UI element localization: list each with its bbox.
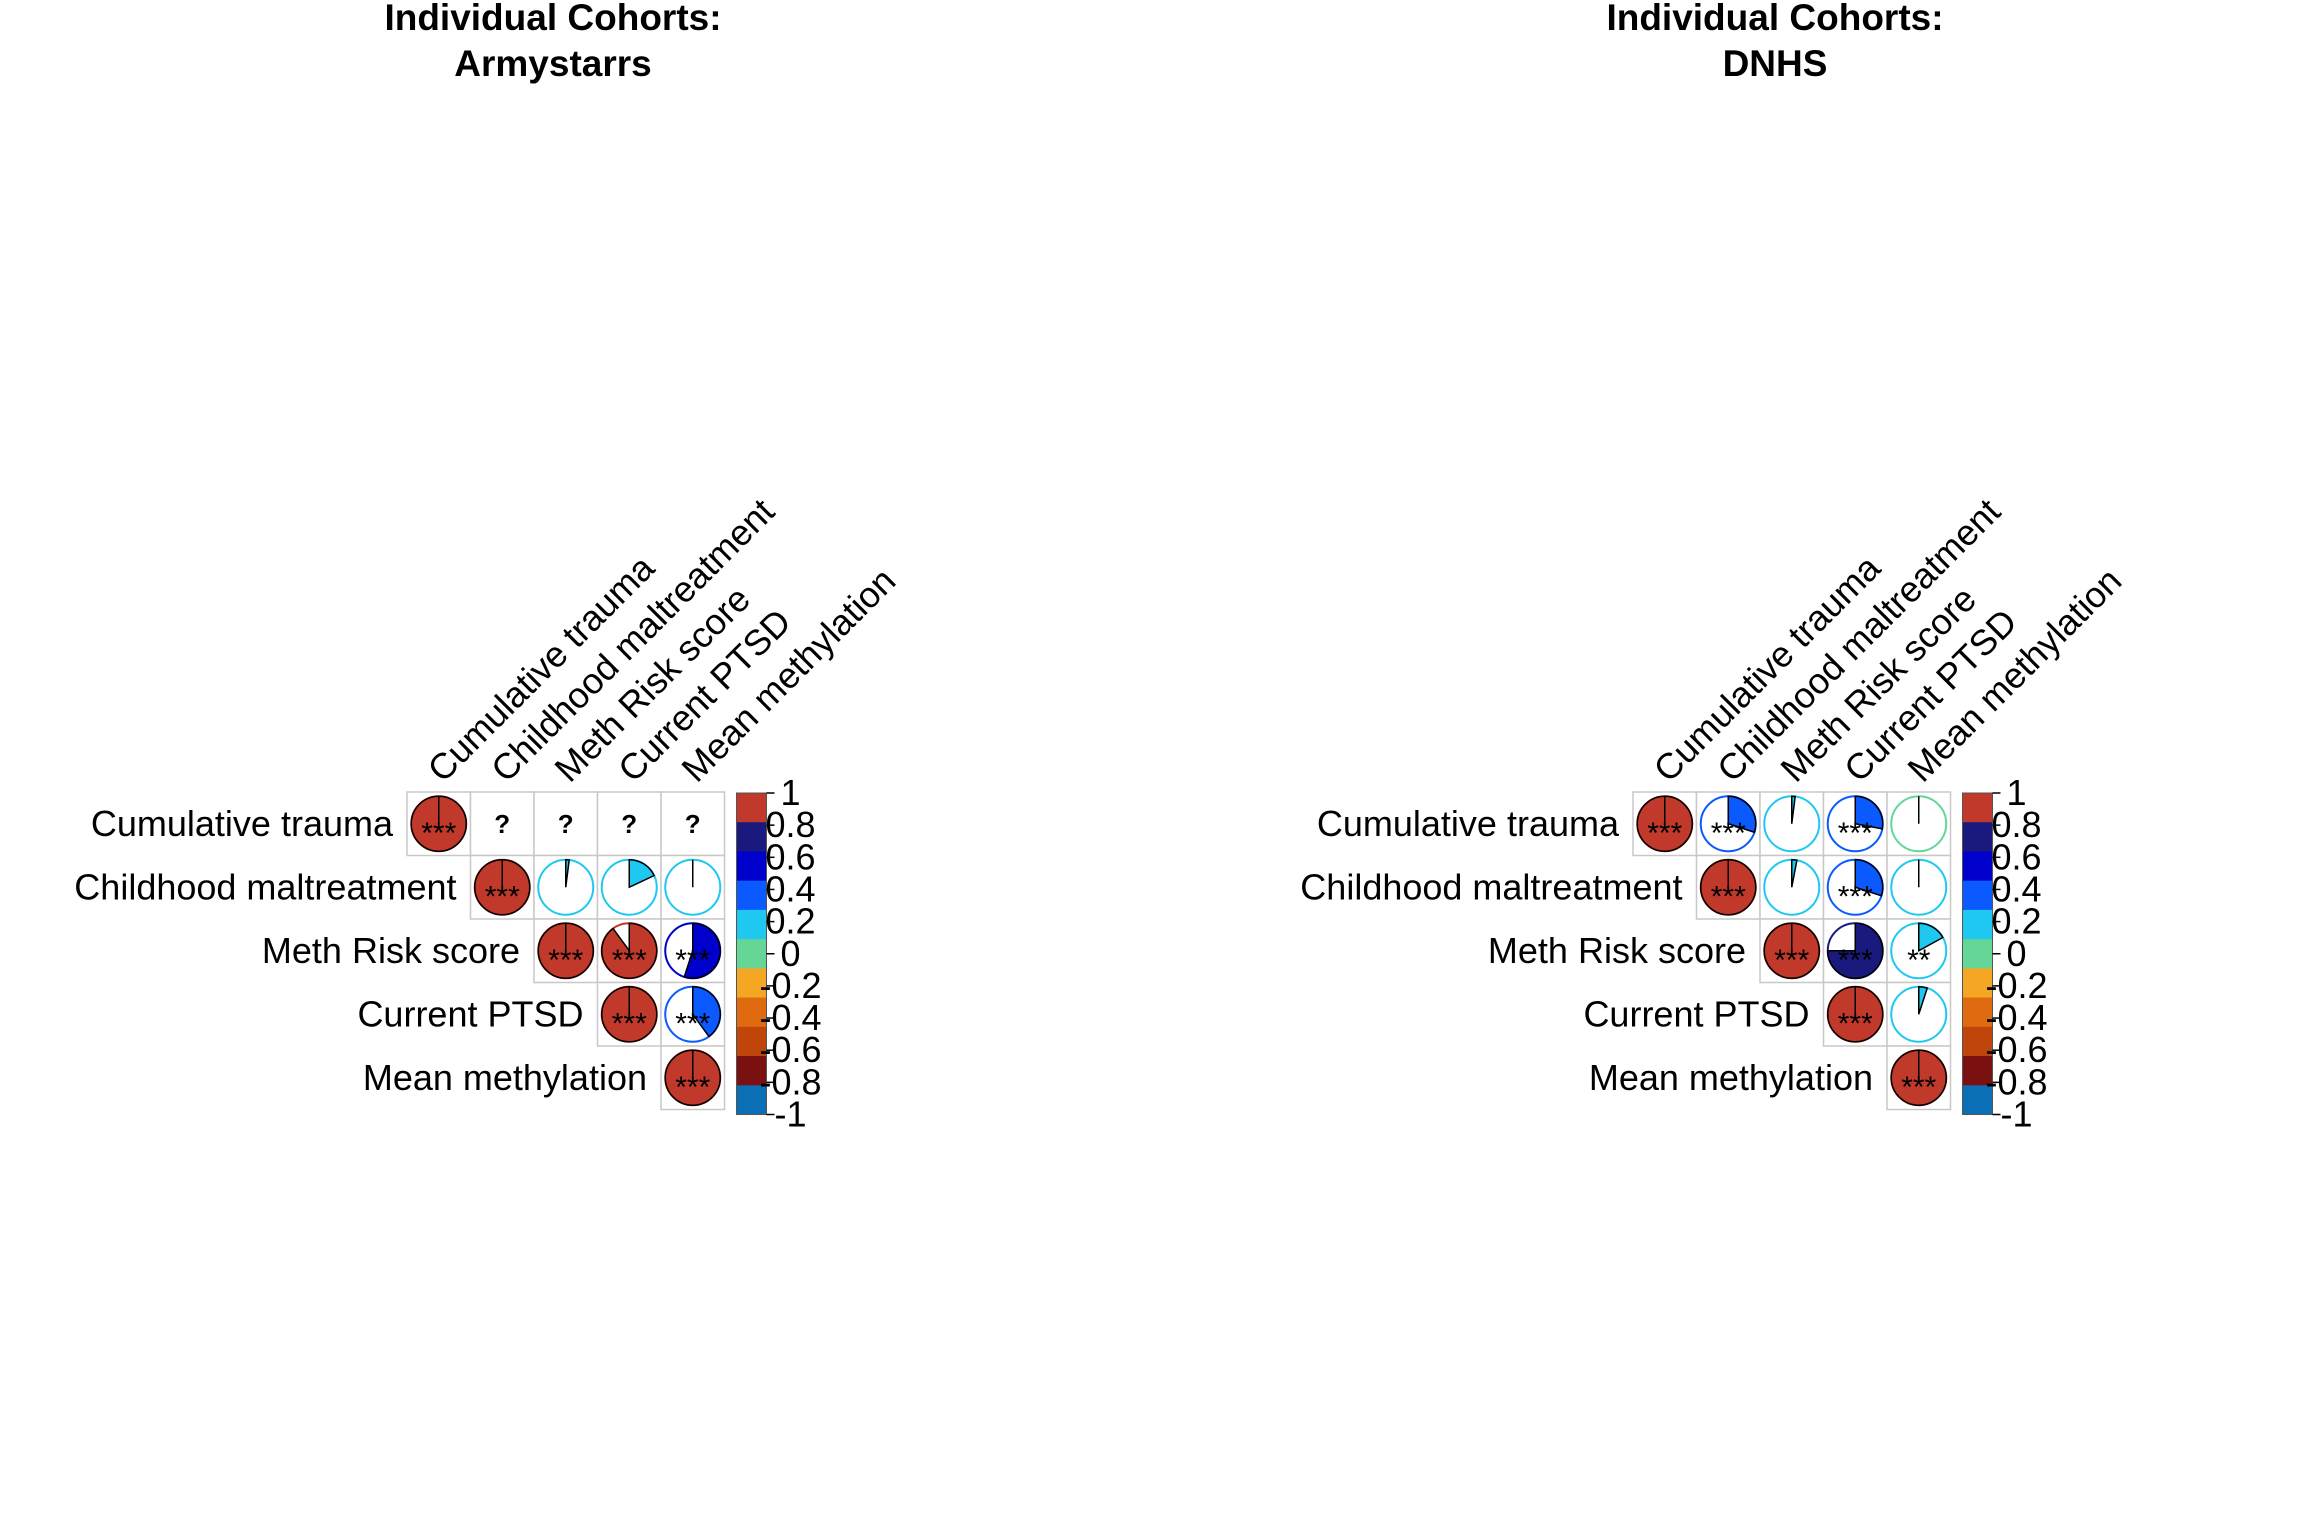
row-label: Mean methylation [1589, 1057, 1873, 1098]
significance-mark: *** [1711, 817, 1746, 850]
significance-mark: *** [1838, 817, 1873, 850]
colorbar-segment [736, 909, 767, 940]
colorbar-segment [736, 997, 767, 1028]
colorbar-segment [736, 968, 767, 999]
colorbar-segment [736, 1056, 767, 1086]
pie-wedge [1854, 858, 1884, 897]
colorbar-tick-label: 1 [780, 772, 800, 813]
colorbar-tick-label: 0 [780, 933, 800, 974]
missing-value-mark: ? [685, 809, 701, 839]
colorbar-tick-label: -0.6 [759, 1029, 821, 1070]
pie-wedge [1918, 922, 1944, 953]
colorbar-segment [736, 851, 767, 882]
missing-value-mark: ? [621, 809, 637, 839]
row-label: Childhood maltreatment [74, 866, 456, 907]
colorbar-tick-label: 0.8 [765, 804, 815, 845]
pie-wedge [1727, 795, 1757, 834]
colorbar-segment [736, 880, 767, 911]
row-label: Childhood maltreatment [1300, 866, 1682, 907]
row-label: Current PTSD [357, 993, 583, 1034]
significance-mark: *** [1838, 944, 1873, 977]
significance-mark: *** [675, 1007, 710, 1040]
pie-wedge [1854, 795, 1884, 830]
significance-mark: *** [1838, 1007, 1873, 1040]
colorbar-tick-label: 1 [2006, 772, 2026, 813]
colorbar-tick-label: 0 [2006, 933, 2026, 974]
colorbar-tick-label: 0.8 [1991, 804, 2041, 845]
colorbar-segment [1962, 1085, 1993, 1115]
colorbar-segment [1962, 997, 1993, 1028]
significance-mark: *** [1774, 944, 1809, 977]
significance-mark: *** [1901, 1071, 1936, 1104]
colorbar-tick-label: -1 [774, 1094, 806, 1135]
colorbar-tick-label: 0.6 [1991, 836, 2041, 877]
colorbar-tick-label: -0.2 [1985, 965, 2047, 1006]
significance-mark: *** [548, 944, 583, 977]
significance-mark: *** [1838, 880, 1873, 913]
pie-wedge [565, 858, 571, 888]
colorbar-tick-label: 0.6 [765, 836, 815, 877]
colorbar-segment [1962, 1056, 1993, 1086]
colorbar-tick-label: 0.2 [765, 901, 815, 942]
colorbar-tick-label: 0.4 [765, 868, 815, 909]
colorbar-tick-label: -0.2 [759, 965, 821, 1006]
row-label: Meth Risk score [262, 930, 520, 971]
pie-wedge [692, 985, 722, 1038]
colorbar-tick-label: -0.4 [759, 997, 821, 1038]
significance-mark: *** [612, 944, 647, 977]
row-label: Mean methylation [363, 1057, 647, 1098]
colorbar-tick-label: 0.2 [1991, 901, 2041, 942]
row-label: Cumulative trauma [1317, 803, 1620, 844]
pie-wedge [1791, 795, 1797, 824]
pie-wedge [1918, 985, 1929, 1015]
chart-title-line: DNHS [1723, 43, 1828, 84]
significance-mark: *** [1647, 817, 1682, 850]
significance-mark: ** [1907, 944, 1931, 977]
significance-mark: *** [675, 1071, 710, 1104]
colorbar-segment [736, 822, 767, 852]
row-label: Meth Risk score [1488, 930, 1746, 971]
significance-mark: *** [421, 817, 456, 850]
colorbar-segment [1962, 909, 1993, 940]
pie-wedge [601, 922, 658, 979]
colorbar-tick-label: -0.8 [759, 1061, 821, 1102]
colorbar-segment [1962, 968, 1993, 999]
colorbar-segment [1962, 851, 1993, 882]
chart-title-line: Armystarrs [454, 43, 651, 84]
colorbar-segment [1962, 822, 1993, 852]
colorbar-segment [1962, 1026, 1993, 1057]
significance-mark: *** [612, 1007, 647, 1040]
colorbar-tick-label: -0.4 [1985, 997, 2047, 1038]
chart-title-line: Individual Cohorts: [384, 0, 721, 38]
missing-value-mark: ? [558, 809, 574, 839]
colorbar-tick-label: -1 [2000, 1094, 2032, 1135]
missing-value-mark: ? [494, 809, 510, 839]
grid-cell [469, 791, 535, 857]
pie-wedge [1826, 922, 1884, 979]
colorbar-segment [736, 793, 767, 823]
significance-mark: *** [485, 880, 520, 913]
colorbar-segment [736, 1026, 767, 1057]
colorbar-tick-label: 0.4 [1991, 868, 2041, 909]
row-label: Cumulative trauma [91, 803, 394, 844]
colorbar-segment [736, 939, 767, 969]
colorbar-segment [1962, 880, 1993, 911]
colorbar-segment [1962, 793, 1993, 823]
chart-title-line: Individual Cohorts: [1606, 0, 1943, 38]
colorbar-tick-label: -0.8 [1985, 1061, 2047, 1102]
pie-wedge [1791, 858, 1798, 888]
pie-wedge [628, 858, 656, 889]
colorbar-segment [736, 1085, 767, 1115]
row-label: Current PTSD [1583, 993, 1809, 1034]
colorbar-tick-label: -0.6 [1985, 1029, 2047, 1070]
correlation-panel-1: Individual Cohorts: DNHS Cumulative trauma… [1300, 0, 2129, 1135]
colorbar-segment [1962, 939, 1993, 969]
significance-mark: *** [675, 944, 710, 977]
significance-mark: *** [1711, 880, 1746, 913]
correlation-panel-0: Individual Cohorts: Armystarrs Cumulative … [74, 0, 903, 1135]
pie-wedge [683, 922, 721, 979]
